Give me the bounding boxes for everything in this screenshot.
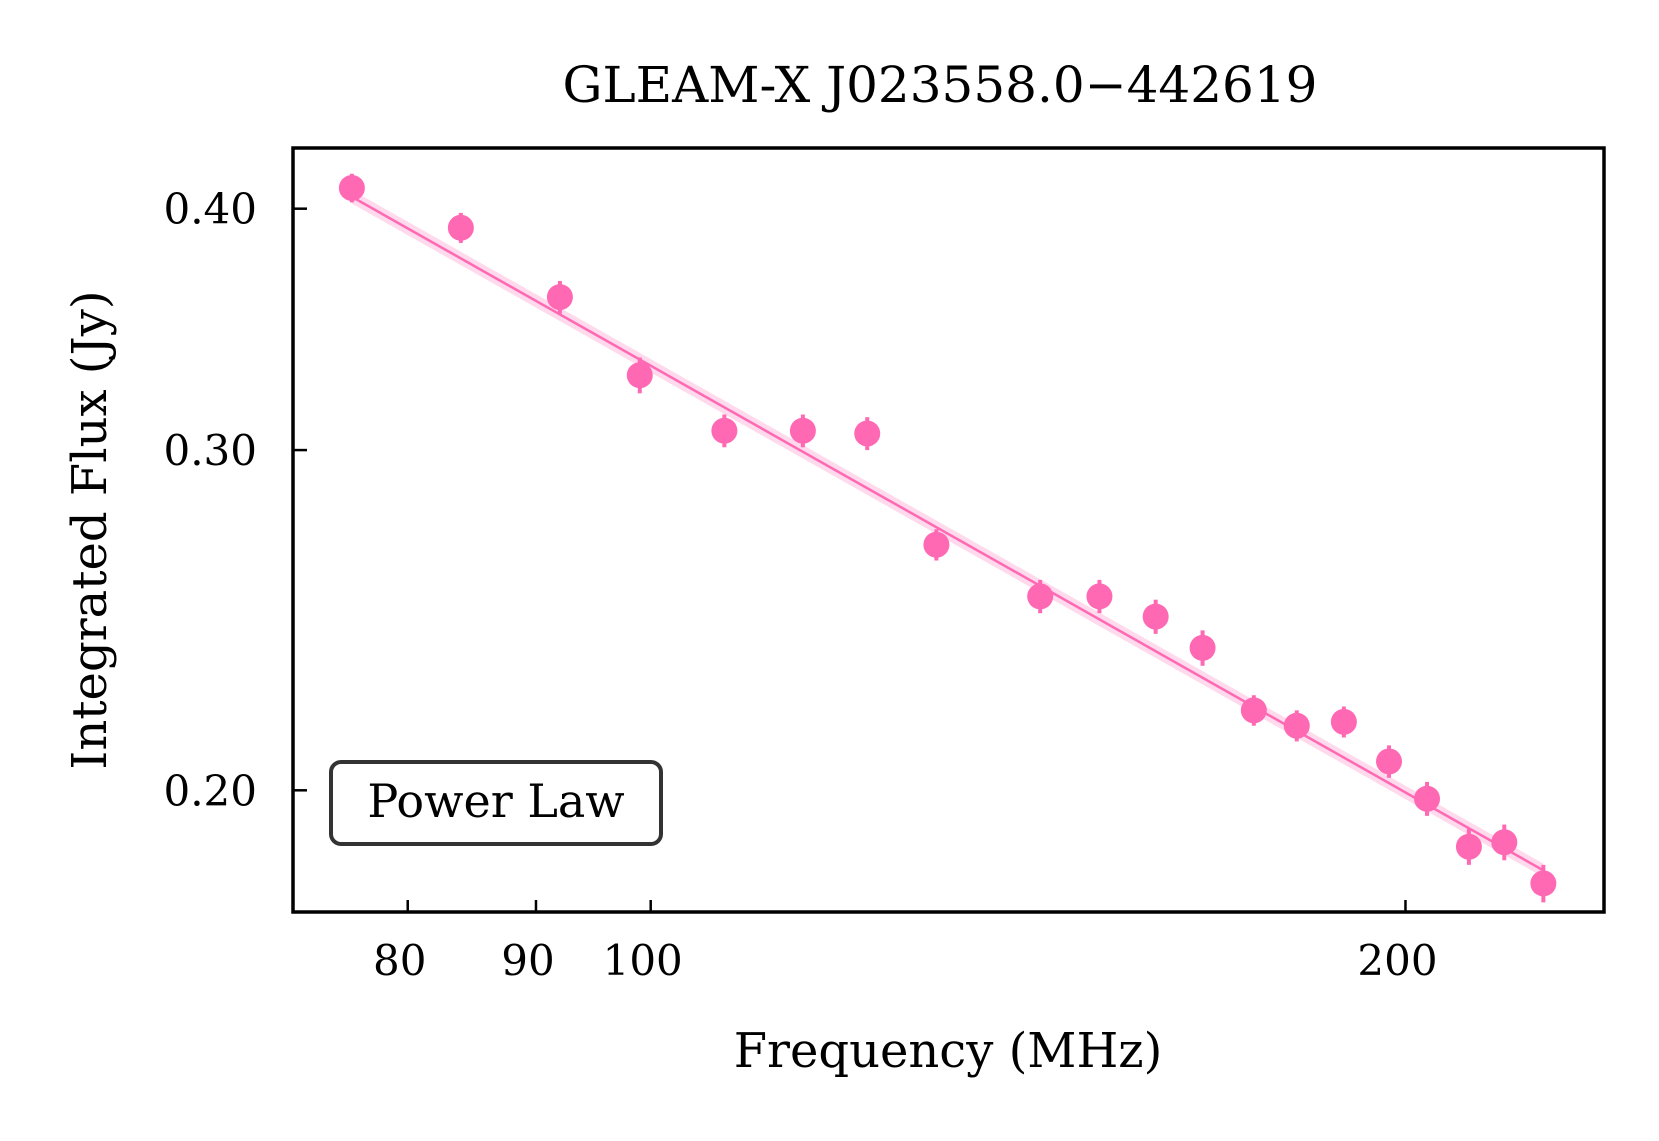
data-marker [1142, 603, 1169, 630]
y-tick-label: 0.40 [163, 185, 257, 234]
data-marker [1330, 708, 1357, 735]
data-marker [1086, 583, 1113, 610]
data-point [1376, 745, 1403, 778]
y-tick-label: 0.30 [163, 426, 257, 475]
data-points [338, 173, 1557, 903]
data-marker [711, 417, 738, 444]
data-point [854, 417, 881, 451]
data-point [923, 529, 950, 561]
data-point [711, 414, 738, 448]
y-tick-label: 0.20 [163, 766, 257, 815]
x-tick-label: 100 [603, 936, 683, 985]
data-marker [338, 174, 365, 201]
data-point [447, 212, 474, 243]
annotation-text: Power Law [367, 774, 624, 828]
data-marker [923, 531, 950, 558]
data-point [1283, 710, 1310, 742]
data-point [546, 280, 573, 314]
plot-frame [291, 146, 1606, 914]
data-point [1455, 828, 1482, 865]
data-point [1086, 579, 1113, 614]
data-point [338, 173, 365, 203]
data-marker [546, 284, 573, 311]
data-point [1530, 864, 1557, 903]
data-point [1491, 824, 1518, 861]
data-marker [1240, 697, 1267, 724]
data-point [1142, 599, 1169, 634]
x-tick-label: 200 [1357, 936, 1437, 985]
y-axis-label: Integrated Flux (Jy) [62, 290, 118, 769]
data-marker [789, 417, 816, 444]
data-marker [1530, 870, 1557, 897]
x-tick-label: 90 [501, 936, 554, 985]
y-axis-ticks: 0.20 0.30 0.40 [163, 185, 307, 815]
data-marker [1491, 829, 1518, 856]
data-marker [1027, 583, 1054, 610]
data-point [1330, 706, 1357, 738]
data-marker [1283, 712, 1310, 739]
data-marker [1189, 634, 1216, 661]
x-axis-ticks: 80 90 100 200 [373, 900, 1438, 985]
data-point [1414, 781, 1441, 816]
x-tick-label: 80 [373, 936, 426, 985]
data-point [1240, 695, 1267, 726]
data-point [626, 357, 653, 394]
x-axis-label: Frequency (MHz) [734, 1023, 1163, 1079]
fit-line [351, 195, 1544, 872]
data-point [1027, 579, 1054, 614]
data-marker [1376, 748, 1403, 775]
chart-title: GLEAM-X J023558.0−442619 [563, 56, 1318, 114]
data-marker [626, 362, 653, 389]
data-marker [447, 214, 474, 241]
data-marker [1455, 833, 1482, 860]
data-point [1189, 630, 1216, 666]
data-marker [1414, 785, 1441, 812]
annotation-box: Power Law [329, 760, 663, 846]
data-point [789, 414, 816, 448]
data-marker [854, 420, 881, 447]
